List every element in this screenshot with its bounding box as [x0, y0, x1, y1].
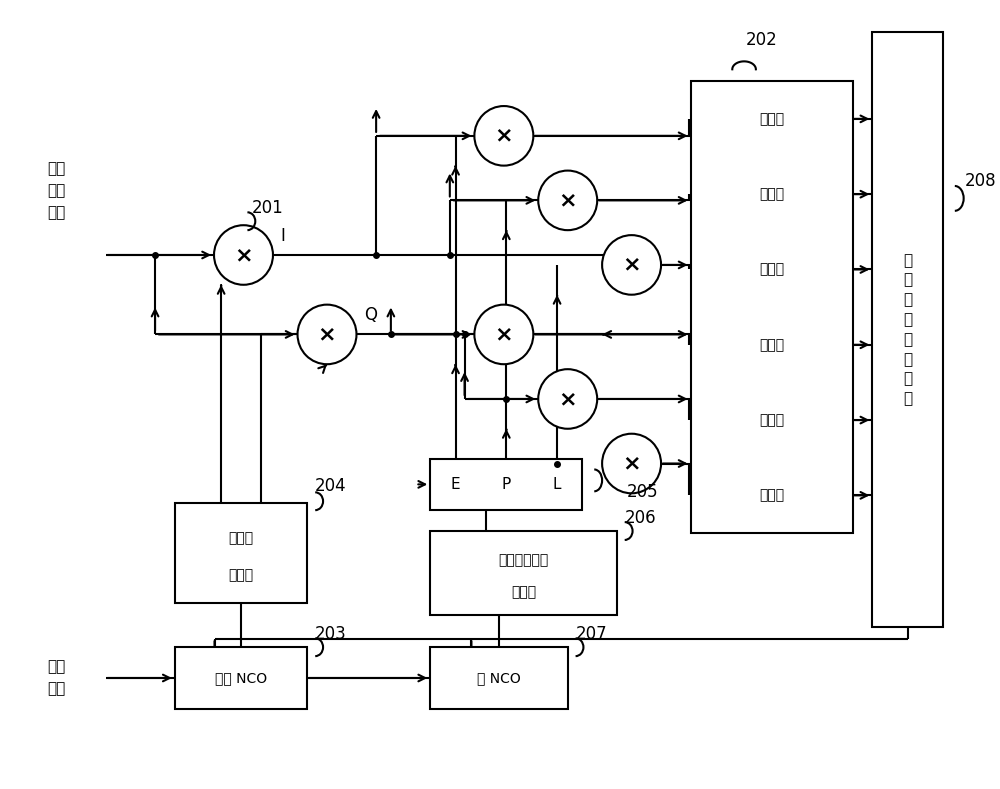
Circle shape: [602, 235, 661, 295]
Text: 205: 205: [627, 484, 658, 501]
Text: 累加器: 累加器: [759, 187, 784, 201]
Text: ×: ×: [558, 190, 577, 211]
Bar: [430, 647, 568, 709]
Bar: [430, 531, 617, 615]
Circle shape: [474, 305, 533, 365]
Bar: [872, 32, 943, 627]
Text: I: I: [281, 227, 286, 245]
Circle shape: [298, 305, 356, 365]
Text: 203: 203: [315, 625, 347, 643]
Text: 累加器: 累加器: [759, 338, 784, 352]
Bar: [691, 81, 853, 533]
Circle shape: [602, 434, 661, 493]
Text: 正弦余: 正弦余: [228, 531, 254, 545]
Text: ×: ×: [622, 454, 641, 473]
Text: 202: 202: [746, 31, 778, 48]
Text: 206: 206: [625, 509, 656, 527]
Bar: [175, 647, 307, 709]
Text: 累加器: 累加器: [759, 263, 784, 276]
Text: ×: ×: [495, 324, 513, 345]
Text: 累加器: 累加器: [759, 488, 784, 503]
Text: 占空比可调码: 占空比可调码: [498, 554, 549, 567]
Text: 208: 208: [965, 171, 996, 189]
Text: P: P: [502, 477, 511, 492]
Text: 弦映射: 弦映射: [228, 568, 254, 581]
Text: ×: ×: [318, 324, 336, 345]
Text: 数字
中频
信号: 数字 中频 信号: [48, 161, 66, 220]
Text: 204: 204: [315, 477, 347, 495]
Circle shape: [214, 225, 273, 285]
Circle shape: [538, 170, 597, 230]
Text: ×: ×: [622, 255, 641, 275]
Bar: [175, 503, 307, 603]
Text: 采样
时钟: 采样 时钟: [48, 660, 66, 697]
Text: 码 NCO: 码 NCO: [477, 671, 521, 685]
Text: 207: 207: [576, 625, 607, 643]
Text: Q: Q: [364, 306, 377, 324]
Text: 产生器: 产生器: [511, 585, 536, 599]
Text: 载波 NCO: 载波 NCO: [215, 671, 267, 685]
Text: ×: ×: [234, 245, 253, 265]
Text: 201: 201: [251, 200, 283, 217]
Text: ×: ×: [558, 389, 577, 409]
Text: ×: ×: [495, 125, 513, 146]
Text: E: E: [451, 477, 460, 492]
Text: 累加器: 累加器: [759, 112, 784, 126]
Circle shape: [538, 369, 597, 428]
Bar: [430, 458, 582, 510]
Text: L: L: [553, 477, 561, 492]
Circle shape: [474, 106, 533, 166]
Text: 累加器: 累加器: [759, 413, 784, 427]
Text: 接
收
环
路
处
理
模
块: 接 收 环 路 处 理 模 块: [903, 252, 912, 406]
